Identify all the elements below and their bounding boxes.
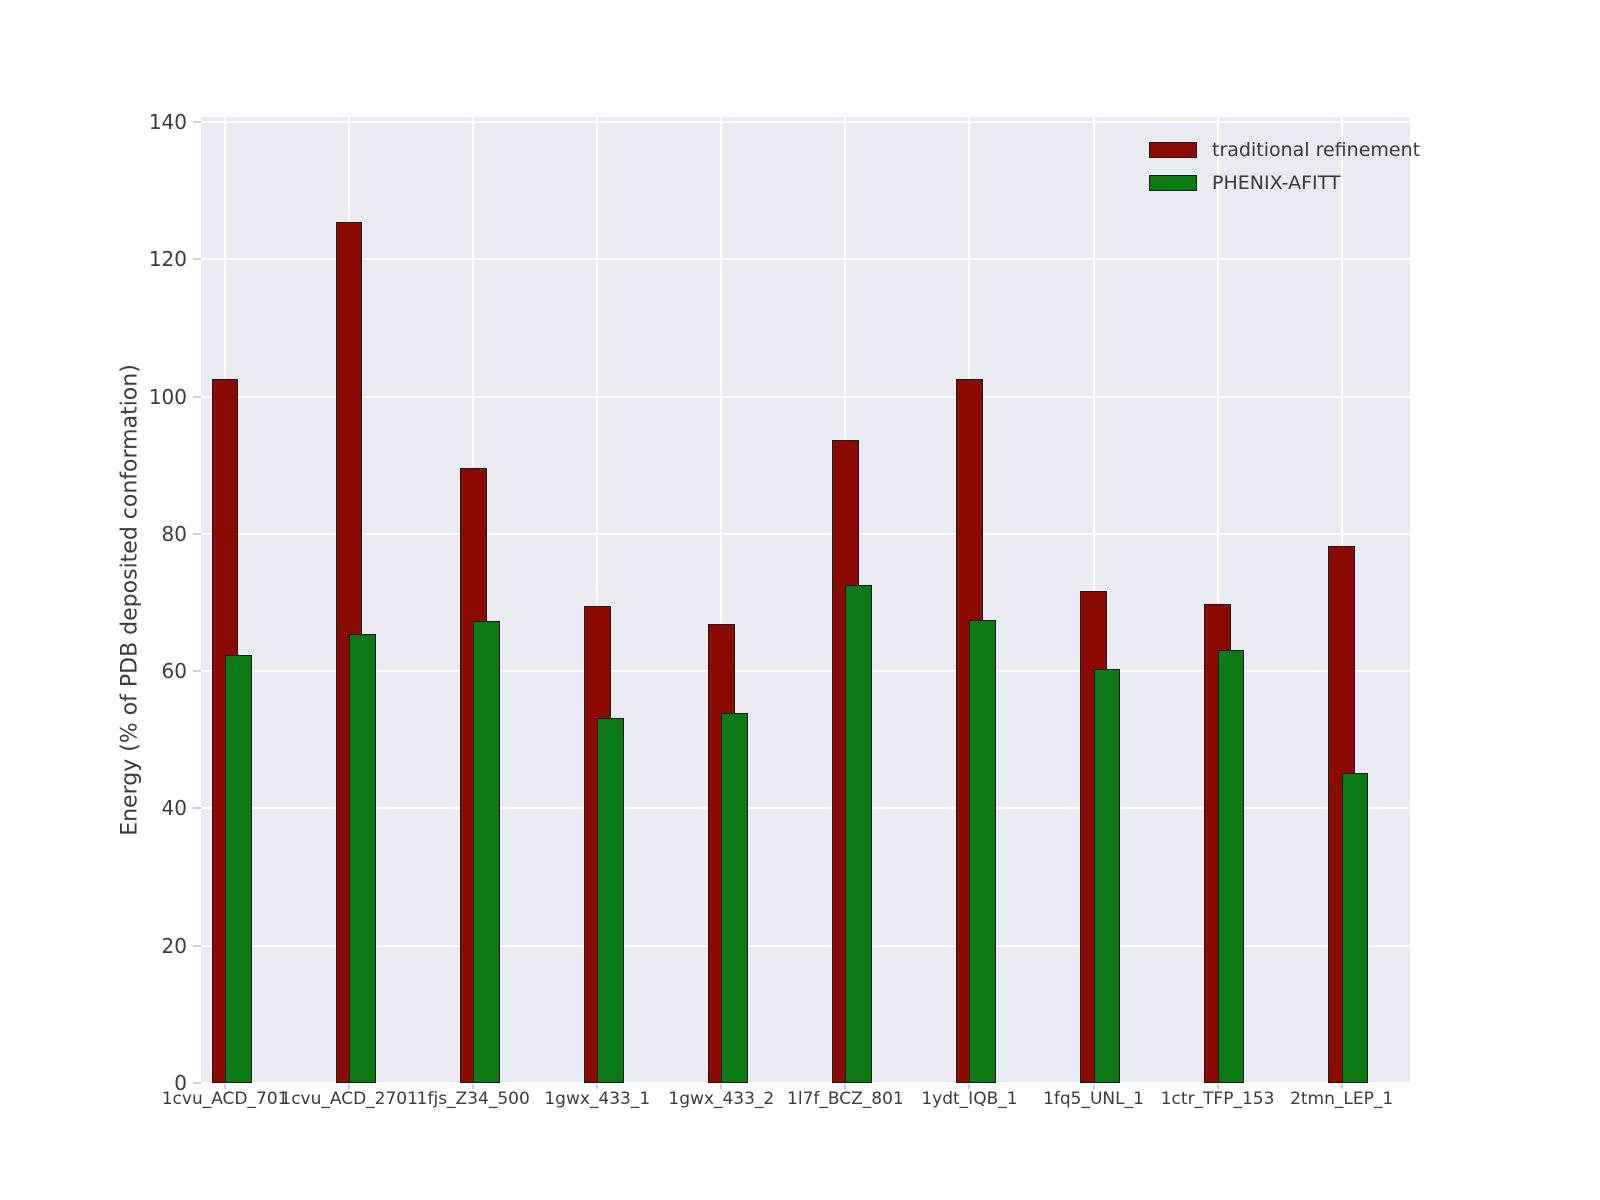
x-tick-mark-1fq5-unl-1 [1092,1083,1095,1089]
y-tick-mark-120 [193,258,201,261]
bar-phenix-afitt-1cvu-acd-2701 [349,634,376,1083]
y-tick-label-140: 140 [148,110,187,134]
y-tick-label-20: 20 [161,933,187,958]
bar-phenix-afitt-1ydt-iqb-1 [969,619,997,1083]
gridline-h-100 [201,395,1410,398]
x-tick-label-1fq5-unl-1: 1fq5_UNL_1 [1043,1089,1144,1109]
y-tick-label-40: 40 [161,796,187,821]
legend-item-traditional-refinement: traditional refinement [1149,139,1420,161]
legend-label-traditional-refinement: traditional refinement [1212,139,1421,161]
x-tick-mark-1gwx-433-1 [596,1083,599,1089]
x-tick-mark-1cvu-acd-701 [224,1083,227,1089]
x-tick-label-1ydt-iqb-1: 1ydt_IQB_1 [921,1089,1018,1109]
x-tick-mark-1fjs-z34-500 [472,1083,475,1089]
x-tick-mark-1gwx-433-2 [720,1083,723,1089]
gridline-h-40 [201,807,1410,810]
gridline-h-0 [201,1082,1410,1084]
x-tick-label-2tmn-lep-1: 2tmn_LEP_1 [1290,1089,1394,1109]
x-tick-mark-1ydt-iqb-1 [968,1083,971,1089]
gridline-h-60 [201,670,1410,673]
bar-phenix-afitt-1l7f-bcz-801 [845,585,873,1083]
gridline-h-120 [201,258,1410,261]
x-tick-label-1cvu-acd-2701: 1cvu_ACD_2701 [280,1089,418,1109]
x-tick-label-1gwx-433-2: 1gwx_433_2 [668,1089,775,1109]
x-tick-label-1l7f-bcz-801: 1l7f_BCZ_801 [787,1089,904,1109]
bar-phenix-afitt-1ctr-tfp-153 [1217,649,1245,1083]
legend-swatch-phenix-afitt [1149,175,1197,191]
plot-area: traditional refinement PHENIX-AFITT [201,117,1420,1084]
x-tick-label-1gwx-433-1: 1gwx_433_1 [544,1089,651,1109]
x-tick-label-1cvu-acd-701: 1cvu_ACD_701 [161,1089,289,1109]
bar-phenix-afitt-1cvu-acd-701 [225,654,252,1083]
bar-phenix-afitt-1fq5-unl-1 [1093,669,1121,1083]
y-tick-mark-60 [193,670,201,673]
legend-item-phenix-afitt: PHENIX-AFITT [1149,172,1420,194]
x-tick-mark-1ctr-tfp-153 [1216,1083,1219,1089]
y-tick-mark-0 [193,1082,201,1084]
legend: traditional refinement PHENIX-AFITT [1149,139,1420,194]
gridline-h-80 [201,532,1410,535]
x-tick-label-1fjs-z34-500: 1fjs_Z34_500 [416,1089,530,1109]
y-tick-label-0: 0 [174,1071,187,1095]
gridline-h-140 [201,121,1410,123]
x-tick-label-1ctr-tfp-153: 1ctr_TFP_153 [1160,1089,1275,1109]
y-tick-mark-40 [193,807,201,810]
y-tick-mark-140 [193,121,201,123]
y-tick-label-60: 60 [161,659,187,684]
x-tick-mark-1cvu-acd-2701 [348,1083,351,1089]
legend-swatch-traditional-refinement [1149,142,1197,158]
y-axis-title: Energy (% of PDB deposited conformation) [117,364,143,836]
gridline-v-1gwx-433-1 [596,117,599,1083]
gridline-v-1gwx-433-2 [720,117,723,1083]
bar-phenix-afitt-2tmn-lep-1 [1341,772,1369,1083]
y-tick-label-100: 100 [148,384,187,409]
bar-phenix-afitt-1fjs-z34-500 [473,621,500,1083]
x-tick-mark-1l7f-bcz-801 [844,1083,847,1089]
gridline-v-1ctr-tfp-153 [1216,117,1219,1083]
x-tick-mark-2tmn-lep-1 [1340,1083,1343,1089]
y-tick-mark-80 [193,532,201,535]
y-tick-label-120: 120 [148,247,187,272]
gridline-h-20 [201,944,1410,947]
y-tick-mark-100 [193,395,201,398]
bar-phenix-afitt-1gwx-433-2 [721,713,749,1083]
y-tick-mark-20 [193,944,201,947]
bar-phenix-afitt-1gwx-433-1 [597,717,624,1083]
y-tick-label-80: 80 [161,521,187,546]
legend-label-phenix-afitt: PHENIX-AFITT [1212,172,1341,194]
